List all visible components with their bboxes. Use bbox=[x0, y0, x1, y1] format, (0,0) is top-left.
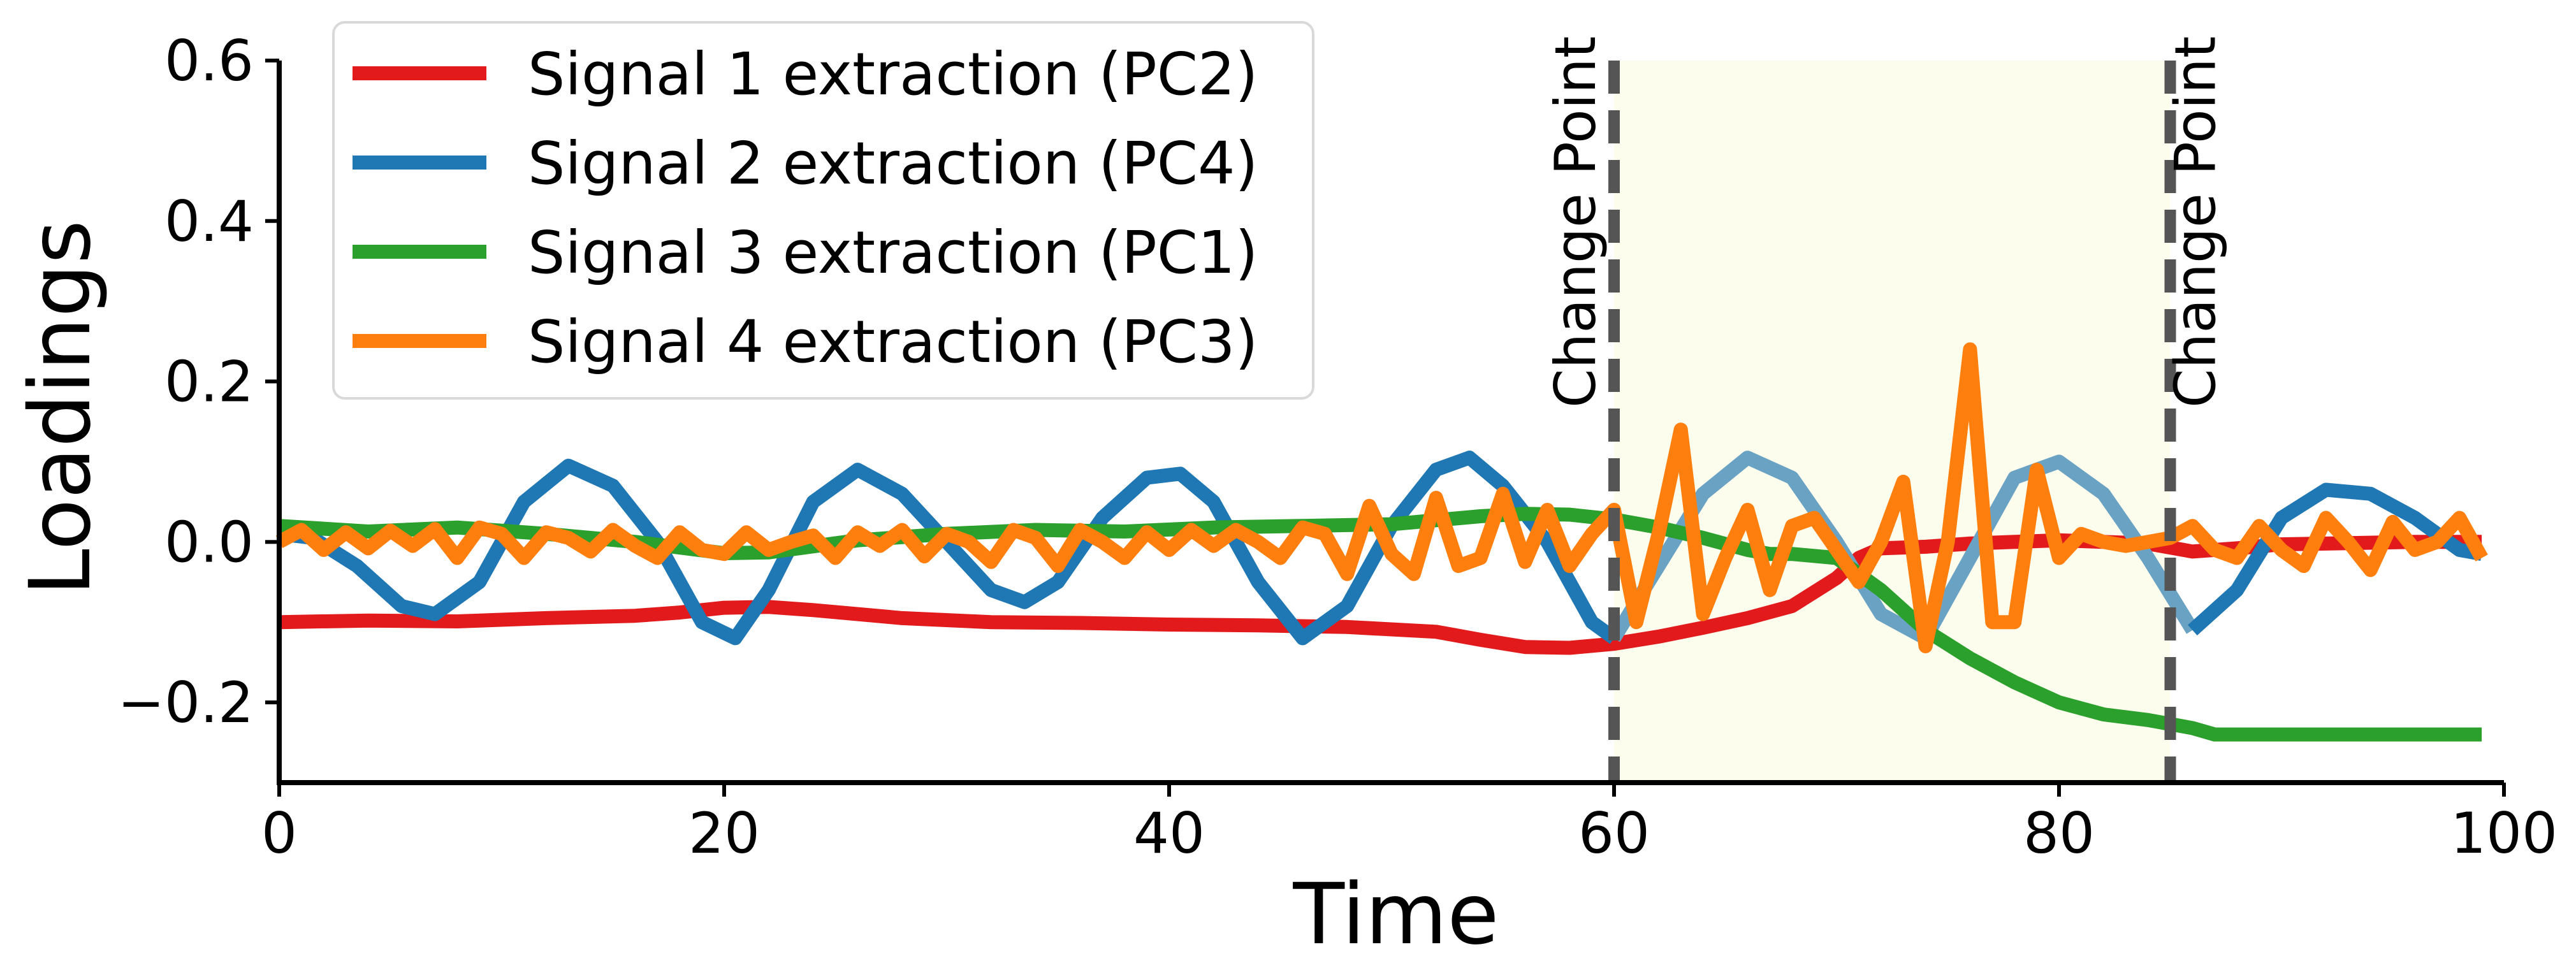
y-tick-label: 0.6 bbox=[164, 28, 254, 94]
legend-label-2: Signal 2 extraction (PC4) bbox=[528, 129, 1258, 198]
y-tick-label: 0.0 bbox=[164, 509, 254, 575]
y-tick-label: −0.2 bbox=[117, 670, 254, 735]
series-line-3 bbox=[1608, 451, 2199, 646]
highlight-region-layer bbox=[1614, 61, 2171, 783]
y-tick-label: 0.2 bbox=[164, 349, 254, 415]
change-point-layer: Change Point Change Point bbox=[1543, 36, 2229, 783]
y-tick-label: 0.4 bbox=[164, 189, 254, 254]
change-point-label-2: Change Point bbox=[2163, 36, 2229, 408]
x-axis-title: Time bbox=[1292, 865, 1499, 964]
x-tick-label: 0 bbox=[261, 800, 297, 866]
series-line-6 bbox=[275, 342, 2488, 653]
change-point-label-1: Change Point bbox=[1543, 36, 1608, 408]
legend-box bbox=[332, 21, 1314, 400]
x-tick-label: 80 bbox=[2023, 800, 2095, 866]
legend-label-1: Signal 1 extraction (PC2) bbox=[528, 40, 1258, 108]
legend-label-3: Signal 3 extraction (PC1) bbox=[528, 219, 1258, 287]
highlight-region bbox=[1614, 61, 2171, 783]
legend: Signal 1 extraction (PC2) Signal 2 extrac… bbox=[332, 21, 1314, 400]
legend-label-4: Signal 4 extraction (PC3) bbox=[528, 308, 1258, 376]
series-layer bbox=[275, 342, 2488, 742]
x-tick-label: 40 bbox=[1133, 800, 1205, 866]
x-tick-label: 20 bbox=[688, 800, 760, 866]
x-tick-label: 100 bbox=[2450, 800, 2558, 866]
y-axis-title: Loadings bbox=[11, 220, 110, 596]
series-line-4 bbox=[2188, 482, 2484, 635]
series-line-2 bbox=[278, 451, 1619, 646]
x-tick-label: 60 bbox=[1578, 800, 1650, 866]
axes-layer: 0 20 40 60 80 100 −0.2 0.0 0.2 0.4 0.6 bbox=[117, 28, 2558, 866]
